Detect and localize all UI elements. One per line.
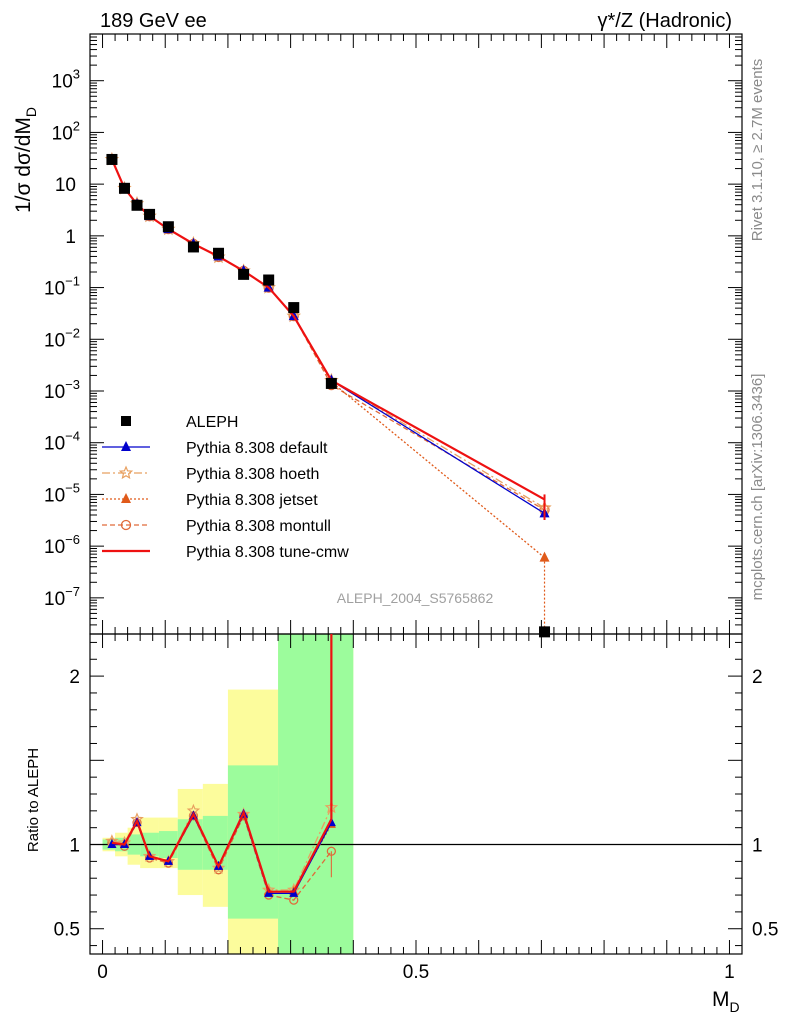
main-y-tick-exp-3: −4 — [65, 429, 80, 444]
main-y-tick-base-7: 1 — [65, 227, 76, 248]
main-series-group — [104, 151, 552, 638]
main-y-tick-label-3: 10−4 — [44, 429, 80, 455]
ratio-point-hoeth-6 — [211, 861, 226, 874]
legend-label-cmw: Pythia 8.308 tune-cmw — [186, 544, 349, 561]
main-line-cmw — [110, 159, 546, 501]
main-y-tick-exp-5: −2 — [65, 325, 80, 340]
x-axis-label: MD — [712, 988, 740, 1015]
legend-label-data: ALEPH — [186, 414, 238, 431]
main-y-tick-base-4: 10 — [44, 382, 65, 403]
legend-label-jetset: Pythia 8.308 jetset — [186, 492, 318, 509]
main-data-point-4 — [162, 221, 174, 233]
main-y-tick-base-6: 10 — [44, 279, 65, 300]
x-tick-label-2: 1 — [724, 962, 735, 983]
legend-label-default: Pythia 8.308 default — [186, 440, 328, 457]
main-data-point-7 — [238, 268, 250, 280]
legend-label-montull: Pythia 8.308 montull — [186, 518, 331, 535]
main-y-tick-base-9: 10 — [52, 123, 73, 144]
ratio-line-montull — [111, 814, 332, 901]
ratio-line-cmw — [111, 809, 333, 893]
main-data-point-8 — [263, 274, 275, 286]
main-y-tick-label-0: 10−7 — [44, 584, 80, 610]
main-y-tick-base-0: 10 — [44, 589, 65, 610]
main-data-point-10 — [325, 377, 337, 389]
main-y-tick-label-1: 10−6 — [44, 532, 80, 558]
main-y-tick-exp-9: 2 — [73, 118, 80, 133]
main-y-tick-base-5: 10 — [44, 330, 65, 351]
main-data-point-9 — [288, 302, 300, 314]
ratio-y-axis-label: Ratio to ALEPH — [25, 748, 42, 852]
main-y-tick-exp-4: −3 — [65, 377, 80, 392]
main-y-tick-label-6: 10−1 — [44, 274, 80, 300]
main-y-tick-label-2: 10−5 — [44, 480, 80, 506]
x-tick-label-1: 0.5 — [403, 962, 429, 983]
ratio-y-tick-label-1: 1 — [69, 836, 80, 857]
ratio-series-group — [105, 634, 339, 905]
main-y-axis-label-sub: D — [23, 107, 39, 117]
main-data-point-3 — [144, 208, 156, 220]
main-y-tick-label-5: 10−2 — [44, 325, 80, 351]
mcplots-side-label: mcplots.cern.ch [arXiv:1306.3436] — [749, 374, 766, 601]
main-y-tick-label-7: 1 — [65, 227, 76, 248]
main-data-point-11 — [539, 626, 551, 638]
legend-marker-hoeth — [118, 465, 134, 480]
legend-label-hoeth: Pythia 8.308 hoeth — [186, 466, 319, 483]
main-y-axis-label: 1/σ dσ/dMD — [12, 107, 39, 213]
ratio-y-tick-label-right-0: 0.5 — [752, 920, 778, 941]
header-left-label: 189 GeV ee — [100, 10, 207, 32]
main-point-jetset-11 — [539, 551, 550, 562]
legend-marker-jetset — [121, 493, 131, 503]
main-line-default — [111, 159, 545, 514]
ratio-uncertainty-bands — [102, 634, 354, 954]
ratio-y-tick-label-right-1: 1 — [752, 836, 763, 857]
legend-marker-default — [121, 441, 131, 451]
main-data-point-1 — [118, 182, 130, 194]
main-y-tick-base-3: 10 — [44, 434, 65, 455]
ratio-y-tick-label-right-2: 2 — [752, 667, 763, 688]
main-y-tick-exp-2: −5 — [65, 480, 80, 495]
main-data-point-2 — [131, 199, 143, 211]
main-y-tick-label-8: 10 — [55, 175, 76, 196]
main-data-point-5 — [187, 241, 199, 253]
main-y-tick-exp-6: −1 — [65, 274, 80, 289]
main-y-tick-exp-10: 3 — [73, 67, 80, 82]
header-right-label: γ*/Z (Hadronic) — [598, 10, 732, 32]
watermark: ALEPH_2004_S5765862 — [337, 590, 494, 606]
main-y-tick-label-9: 102 — [52, 118, 80, 144]
main-data-point-0 — [106, 153, 118, 165]
ratio-y-tick-label-2: 2 — [69, 667, 80, 688]
ratio-line-hoeth — [111, 807, 332, 891]
x-tick-label-0: 0 — [97, 962, 108, 983]
main-y-tick-label-10: 103 — [52, 67, 80, 93]
ratio-y-tick-label-0: 0.5 — [54, 920, 80, 941]
legend-marker-montull — [120, 519, 132, 531]
main-line-hoeth — [111, 159, 545, 509]
x-axis-label-sub: D — [730, 999, 740, 1015]
band-inner-8 — [278, 634, 354, 954]
main-y-tick-base-2: 10 — [44, 485, 65, 506]
main-data-point-6 — [213, 247, 225, 259]
main-y-tick-base-1: 10 — [44, 537, 65, 558]
main-y-tick-exp-1: −6 — [65, 532, 80, 547]
main-y-tick-base-10: 10 — [52, 72, 73, 93]
main-line-montull — [111, 159, 545, 511]
legend-marker-data — [121, 416, 131, 426]
legend: ALEPH Pythia 8.308 default Pythia 8.308 ho… — [102, 414, 349, 561]
main-line-jetset — [111, 159, 545, 559]
main-y-tick-exp-0: −7 — [65, 584, 80, 599]
main-y-tick-base-8: 10 — [55, 175, 76, 196]
rivet-side-label: Rivet 3.1.10, ≥ 2.7M events — [749, 59, 766, 242]
main-y-tick-label-4: 10−3 — [44, 377, 80, 403]
